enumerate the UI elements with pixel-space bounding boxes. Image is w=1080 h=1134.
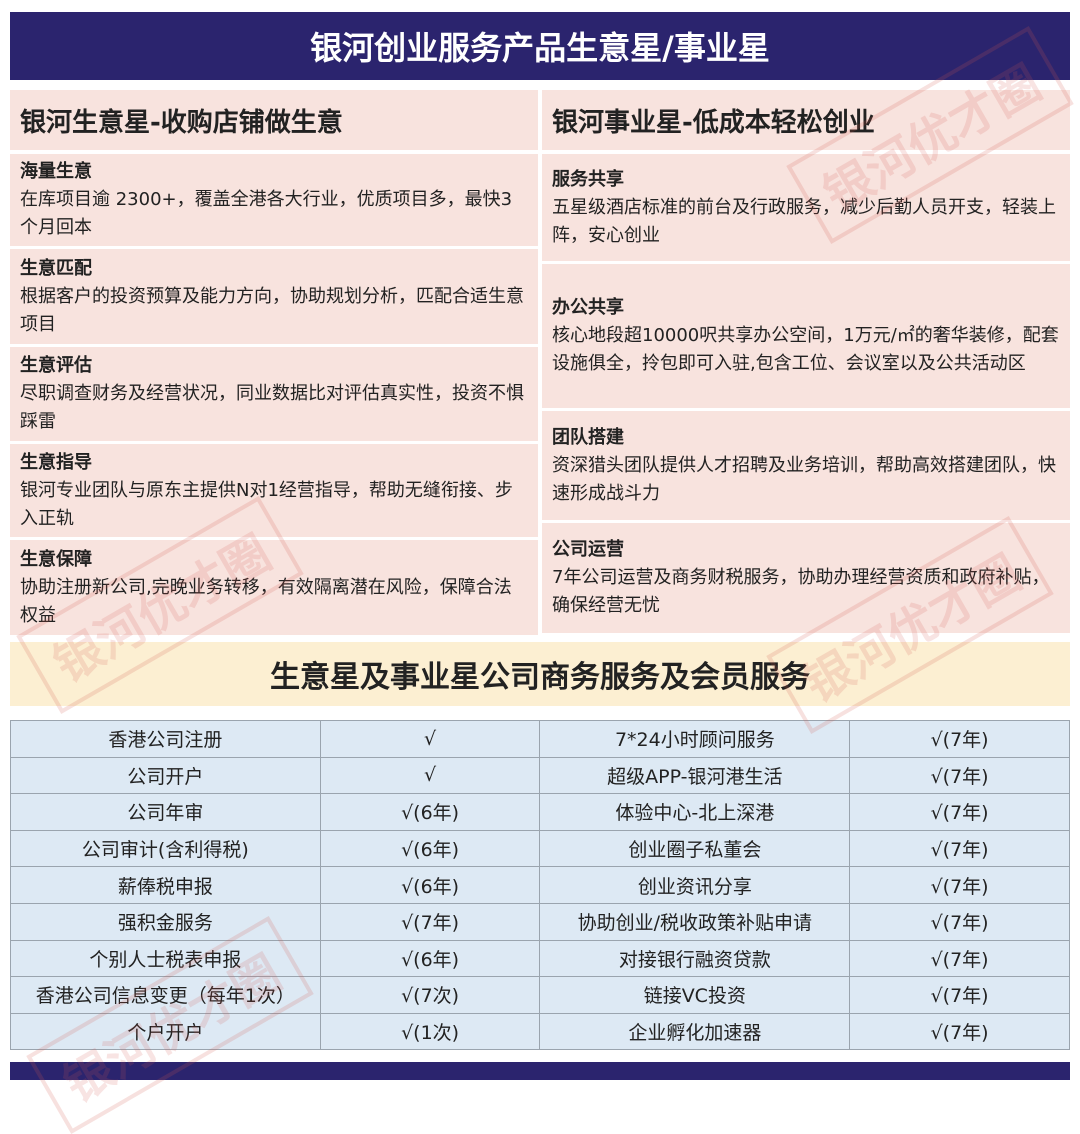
service-status: √(7年) (849, 976, 1070, 1014)
services-table: 香港公司注册 √ 7*24小时顾问服务 √(7年) 公司开户 √ 超级APP-银河港生活 √(… (10, 720, 1070, 1051)
feature-desc: 银河专业团队与原东主提供N对1经营指导，帮助无缝衔接、步入正轨 (20, 479, 513, 529)
service-name: 公司开户 (10, 756, 321, 795)
column-title: 银河生意星-收购店铺做生意 (10, 90, 538, 150)
service-status: √(7次) (319, 976, 541, 1014)
feature-item: 生意指导银河专业团队与原东主提供N对1经营指导，帮助无缝衔接、步入正轨 (10, 444, 538, 537)
shiyexing-column: 银河事业星-低成本轻松创业 服务共享五星级酒店标准的前台及行政服务，减少后勤人员… (542, 90, 1070, 636)
service-name: 7*24小时顾问服务 (539, 720, 851, 758)
service-name: 强积金服务 (10, 902, 321, 941)
table-row: 公司开户 √ 超级APP-银河港生活 √(7年) (10, 756, 1070, 795)
service-name: 个别人士税表申报 (10, 939, 321, 978)
service-status: √(1次) (319, 1012, 541, 1051)
service-name: 公司年审 (10, 793, 321, 831)
service-status: √(7年) (319, 902, 541, 941)
footer-bar (10, 1062, 1070, 1080)
feature-desc: 五星级酒店标准的前台及行政服务，减少后勤人员开支，轻装上阵，安心创业 (552, 196, 1056, 246)
service-name: 薪俸税申报 (10, 866, 321, 904)
service-status: √(6年) (319, 829, 541, 868)
feature-desc: 在库项目逾 2300+，覆盖全港各大行业，优质项目多，最快3个月回本 (20, 189, 513, 238)
service-name: 公司审计(含利得税) (10, 829, 321, 868)
feature-desc: 根据客户的投资预算及能力方向，协助规划分析，匹配合适生意项目 (20, 285, 524, 335)
page-title: 银河创业服务产品生意星/事业星 (10, 12, 1070, 80)
service-status: √(6年) (319, 866, 541, 904)
table-row: 个别人士税表申报 √(6年) 对接银行融资贷款 √(7年) (10, 939, 1070, 978)
feature-desc: 核心地段超10000呎共享办公空间，1万元/㎡的奢华装修，配套设施俱全，拎包即可… (552, 325, 1059, 374)
service-status: √(7年) (849, 902, 1070, 941)
feature-title: 生意保障 (20, 548, 92, 570)
service-status: √(7年) (849, 1012, 1070, 1051)
service-name: 协助创业/税收政策补贴申请 (539, 902, 851, 941)
table-row: 公司审计(含利得税) √(6年) 创业圈子私董会 √(7年) (10, 829, 1070, 868)
service-name: 创业圈子私董会 (539, 829, 851, 868)
service-status: √(7年) (849, 793, 1070, 831)
feature-title: 服务共享 (552, 168, 624, 190)
feature-title: 生意评估 (20, 355, 92, 376)
table-row: 香港公司注册 √ 7*24小时顾问服务 √(7年) (10, 720, 1070, 758)
service-status: √(7年) (849, 829, 1070, 868)
feature-item: 团队搭建资深猎头团队提供人才招聘及业务培训，帮助高效搭建团队，快速形成战斗力 (542, 411, 1070, 520)
feature-item: 生意评估尽职调查财务及经营状况，同业数据比对评估真实性，投资不惧踩雷 (10, 347, 538, 441)
service-name: 对接银行融资贷款 (539, 939, 851, 978)
service-status: √ (319, 720, 541, 758)
service-name: 个户开户 (10, 1012, 321, 1051)
table-row: 个户开户 √(1次) 企业孵化加速器 √(7年) (10, 1012, 1070, 1051)
feature-title: 办公共享 (552, 297, 624, 318)
service-name: 超级APP-银河港生活 (539, 756, 851, 795)
feature-desc: 资深猎头团队提供人才招聘及业务培训，帮助高效搭建团队，快速形成战斗力 (552, 454, 1056, 504)
service-status: √(7年) (849, 866, 1070, 904)
service-name: 企业孵化加速器 (539, 1012, 851, 1051)
service-status: √(7年) (849, 756, 1070, 795)
service-status: √(7年) (849, 720, 1070, 758)
table-row: 香港公司信息变更（每年1次） √(7次) 链接VC投资 √(7年) (10, 976, 1070, 1014)
feature-desc: 7年公司运营及商务财税服务，协助办理经营资质和政府补贴，确保经营无忧 (552, 567, 1050, 616)
feature-item: 办公共享核心地段超10000呎共享办公空间，1万元/㎡的奢华装修，配套设施俱全，… (542, 264, 1070, 408)
feature-desc: 协助注册新公司,完晚业务转移，有效隔离潜在风险，保障合法权益 (20, 576, 512, 626)
feature-item: 服务共享五星级酒店标准的前台及行政服务，减少后勤人员开支，轻装上阵，安心创业 (542, 154, 1070, 261)
service-status: √(7年) (849, 939, 1070, 978)
service-status: √(6年) (319, 793, 541, 831)
service-status: √ (319, 756, 541, 795)
feature-item: 海量生意在库项目逾 2300+，覆盖全港各大行业，优质项目多，最快3个月回本 (10, 154, 538, 246)
feature-title: 海量生意 (20, 161, 92, 182)
table-row: 强积金服务 √(7年) 协助创业/税收政策补贴申请 √(7年) (10, 902, 1070, 941)
feature-title: 团队搭建 (552, 426, 624, 448)
table-row: 公司年审 √(6年) 体验中心-北上深港 √(7年) (10, 793, 1070, 831)
service-name: 创业资讯分享 (539, 866, 851, 904)
feature-item: 生意匹配根据客户的投资预算及能力方向，协助规划分析，匹配合适生意项目 (10, 249, 538, 344)
feature-item: 生意保障协助注册新公司,完晚业务转移，有效隔离潜在风险，保障合法权益 (10, 540, 538, 635)
service-name: 香港公司注册 (10, 720, 321, 758)
section-title: 生意星及事业星公司商务服务及会员服务 (10, 642, 1070, 706)
shengyixing-column: 银河生意星-收购店铺做生意 海量生意在库项目逾 2300+，覆盖全港各大行业，优… (10, 90, 538, 638)
feature-item: 公司运营 7年公司运营及商务财税服务，协助办理经营资质和政府补贴，确保经营无忧 (542, 523, 1070, 633)
feature-desc: 尽职调查财务及经营状况，同业数据比对评估真实性，投资不惧踩雷 (20, 383, 524, 432)
service-status: √(6年) (319, 939, 541, 978)
feature-title: 生意匹配 (20, 257, 92, 279)
feature-title: 公司运营 (552, 539, 624, 560)
service-name: 链接VC投资 (539, 976, 851, 1014)
service-name: 香港公司信息变更（每年1次） (10, 976, 321, 1014)
feature-title: 生意指导 (20, 451, 92, 473)
table-row: 薪俸税申报 √(6年) 创业资讯分享 √(7年) (10, 866, 1070, 904)
service-name: 体验中心-北上深港 (539, 793, 851, 831)
column-title: 银河事业星-低成本轻松创业 (542, 90, 1070, 150)
